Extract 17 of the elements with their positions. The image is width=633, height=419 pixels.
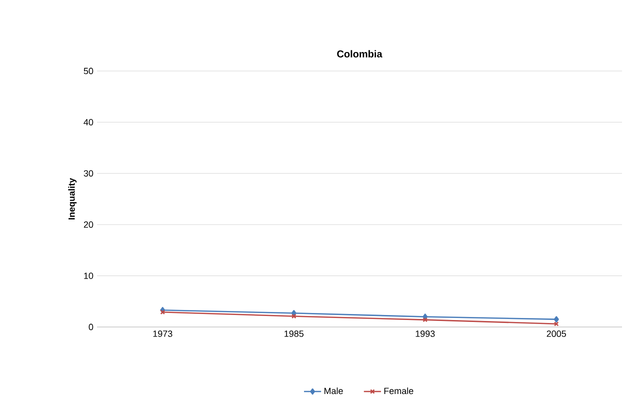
chart-title: Colombia (337, 50, 382, 58)
x-tick-label: 1973 (153, 330, 172, 337)
x-tick-label: 1985 (284, 330, 304, 337)
point (554, 316, 559, 322)
y-tick-label: 40 (84, 119, 94, 126)
point (422, 317, 428, 322)
y-axis-title: Inequality (68, 178, 77, 220)
y-tick-label: 30 (84, 170, 94, 177)
y-tick-label: 0 (88, 324, 94, 330)
y-tick-label: 50 (84, 68, 94, 74)
legend-label: Female (384, 388, 414, 394)
legend-label: Male (324, 388, 343, 394)
y-tick-label: 10 (84, 272, 94, 279)
x-tick-label: 1993 (416, 330, 435, 337)
y-tick-label: 20 (84, 221, 94, 228)
point (291, 314, 296, 319)
x-tick-label: 2005 (546, 330, 566, 337)
